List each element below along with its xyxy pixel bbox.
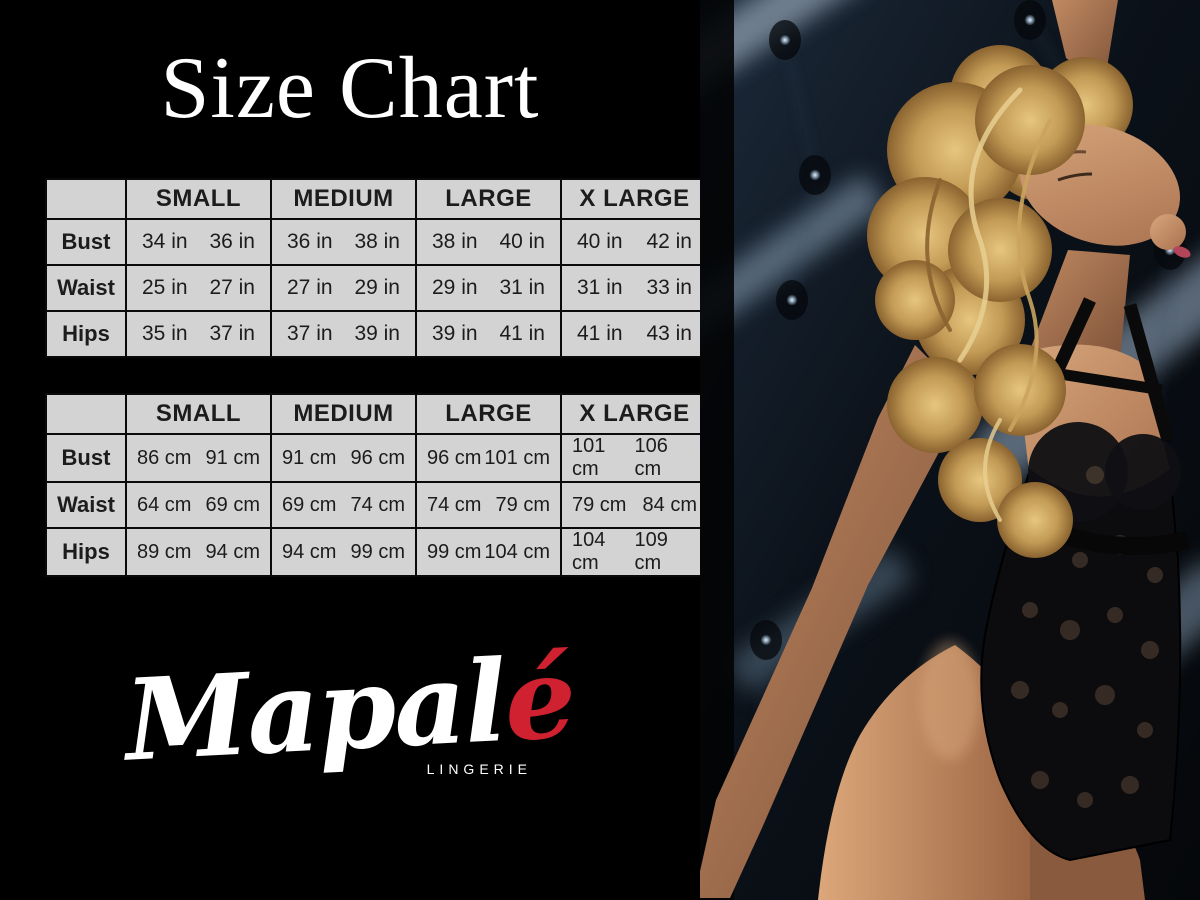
size-cell: 29 in 31 in (415, 264, 562, 312)
size-cell: 101 cm 106 cm (560, 433, 709, 483)
brand-subtitle: LINGERIE (426, 761, 532, 778)
size-cell: 64 cm 69 cm (125, 481, 272, 529)
page-title: Size Chart (160, 40, 540, 137)
size-cell: 94 cm 99 cm (270, 527, 417, 577)
size-cell: 27 in 29 in (270, 264, 417, 312)
table-row-waist: Waist 64 cm 69 cm 69 cm 74 cm 74 cm 79 cm 7… (45, 481, 709, 529)
size-cell: 31 in 33 in (560, 264, 709, 312)
table-row-hips: Hips 89 cm 94 cm 94 cm 99 cm 99 cm 104 cm 1… (45, 527, 709, 577)
model-silhouette (700, 0, 1191, 900)
dark-edge-drape (700, 0, 734, 900)
table-row-hips: Hips 35 in 37 in 37 in 39 in 39 in 41 in 41… (45, 310, 709, 358)
neck (1030, 250, 1130, 360)
col-header-medium: MEDIUM (270, 393, 417, 435)
curl-strands (925, 87, 1052, 522)
size-cell: 40 in 42 in (560, 218, 709, 266)
table-header-row: SMALL MEDIUM LARGE X LARGE (45, 178, 709, 220)
hip-highlight (920, 640, 980, 760)
row-label: Bust (45, 218, 127, 266)
size-cell: 79 cm 84 cm (560, 481, 709, 529)
col-header-large: LARGE (415, 393, 562, 435)
size-cell: 41 in 43 in (560, 310, 709, 358)
table-row-waist: Waist 25 in 27 in 27 in 29 in 29 in 31 in 3… (45, 264, 709, 312)
lips (1173, 246, 1191, 258)
corner-cell (45, 393, 127, 435)
row-label: Waist (45, 264, 127, 312)
table-row-bust: Bust 34 in 36 in 36 in 38 in 38 in 40 in 40… (45, 218, 709, 266)
col-header-large: LARGE (415, 178, 562, 220)
row-label: Hips (45, 527, 127, 577)
extended-arm (700, 345, 968, 898)
size-cell: 74 cm 79 cm (415, 481, 562, 529)
brand-wordmark: Mapalé (122, 632, 578, 787)
info-panel: Size Chart SMALL MEDIUM LARGE X LARGE Bu… (0, 40, 709, 787)
row-label: Waist (45, 481, 127, 529)
table-header-row: SMALL MEDIUM LARGE X LARGE (45, 393, 709, 435)
size-cell: 69 cm 74 cm (270, 481, 417, 529)
col-header-xlarge: X LARGE (560, 393, 709, 435)
size-cell: 99 cm 104 cm (415, 527, 562, 577)
size-cell: 36 in 38 in (270, 218, 417, 266)
brand-logo: Mapalé LINGERIE (0, 632, 700, 786)
size-table-centimeters: SMALL MEDIUM LARGE X LARGE Bust 86 cm 91 … (45, 393, 709, 577)
size-cell: 39 in 41 in (415, 310, 562, 358)
size-cell: 38 in 40 in (415, 218, 562, 266)
size-table-inches: SMALL MEDIUM LARGE X LARGE Bust 34 in 36 … (45, 178, 709, 358)
col-header-xlarge: X LARGE (560, 178, 709, 220)
size-cell: 37 in 39 in (270, 310, 417, 358)
size-cell: 91 cm 96 cm (270, 433, 417, 483)
size-cell: 89 cm 94 cm (125, 527, 272, 577)
hair-front (867, 65, 1085, 558)
size-cell: 104 cm 109 cm (560, 527, 709, 577)
table-row-bust: Bust 86 cm 91 cm 91 cm 96 cm 96 cm 101 cm 1… (45, 433, 709, 483)
model-photo (700, 0, 1200, 900)
col-header-medium: MEDIUM (270, 178, 417, 220)
row-label: Bust (45, 433, 127, 483)
corner-cell (45, 178, 127, 220)
size-cell: 96 cm 101 cm (415, 433, 562, 483)
row-label: Hips (45, 310, 127, 358)
size-cell: 35 in 37 in (125, 310, 272, 358)
model-photo-illustration (700, 0, 1200, 900)
brand-accent-letter: é (501, 632, 578, 767)
size-cell: 34 in 36 in (125, 218, 272, 266)
size-cell: 25 in 27 in (125, 264, 272, 312)
col-header-small: SMALL (125, 393, 272, 435)
size-cell: 86 cm 91 cm (125, 433, 272, 483)
col-header-small: SMALL (125, 178, 272, 220)
closed-eye (1057, 172, 1093, 182)
